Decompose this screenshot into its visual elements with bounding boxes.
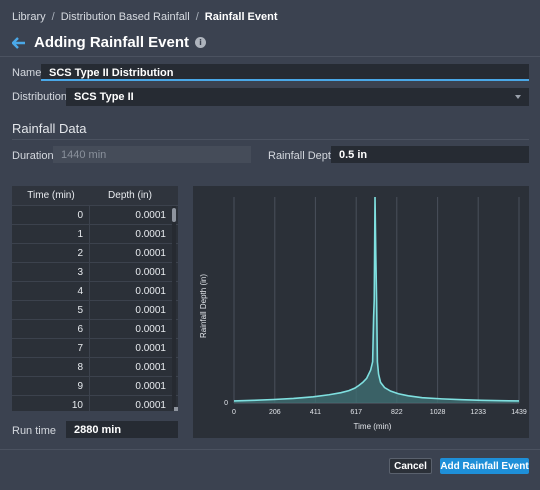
rainfall-chart: 0 206 411 617 822 1028 1233 1439 0 Time (min) Rain… (193, 186, 529, 438)
cell-time[interactable]: 0 (12, 206, 90, 224)
distribution-select[interactable]: SCS Type II (66, 88, 529, 106)
x-tick-label: 411 (310, 409, 321, 416)
cancel-button[interactable]: Cancel (389, 458, 432, 474)
page-header: Adding Rainfall Event i (12, 34, 207, 51)
x-tick-label: 0 (232, 409, 236, 416)
duration-field: 1440 min (53, 146, 251, 163)
table-row[interactable]: 8 0.0001 (12, 357, 178, 376)
breadcrumb-distribution-rainfall[interactable]: Distribution Based Rainfall (60, 11, 190, 23)
distribution-label: Distribution (12, 91, 68, 103)
x-tick-label: 1233 (470, 409, 486, 416)
x-axis-label: Time (min) (354, 422, 392, 431)
cell-time[interactable]: 9 (12, 377, 90, 395)
x-tick-label: 822 (391, 409, 403, 416)
cell-depth[interactable]: 0.0001 (135, 228, 166, 240)
x-tick-label: 1028 (430, 409, 446, 416)
duration-label: Duration (12, 150, 54, 162)
rainfall-data-title: Rainfall Data (12, 121, 87, 136)
breadcrumb-library[interactable]: Library (12, 11, 46, 23)
name-label: Name (12, 67, 42, 79)
table-row[interactable]: 2 0.0001 (12, 243, 178, 262)
table-row[interactable]: 6 0.0001 (12, 319, 178, 338)
cell-time[interactable]: 8 (12, 358, 90, 376)
cell-time[interactable]: 1 (12, 225, 90, 243)
add-rainfall-event-button[interactable]: Add Rainfall Event (440, 458, 529, 474)
name-input[interactable]: SCS Type II Distribution (41, 64, 529, 81)
y-axis-label: Rainfall Depth (in) (199, 274, 208, 338)
table-body: 0 0.0001 1 0.0001 2 0.0001 3 0.0001 4 0.0001 5 0.00… (12, 205, 178, 411)
back-arrow-icon[interactable] (12, 36, 26, 49)
cell-time[interactable]: 2 (12, 244, 90, 262)
rainfall-table: Time (min) Depth (in) 0 0.0001 1 0.0001 2 0.0… (12, 186, 178, 411)
cell-depth[interactable]: 0.0001 (135, 247, 166, 259)
cell-time[interactable]: 7 (12, 339, 90, 357)
table-scrollbar[interactable] (172, 206, 176, 409)
name-input-focus-bar (41, 79, 529, 81)
rainfall-depth-input[interactable]: 0.5 in (331, 146, 529, 163)
table-row[interactable]: 5 0.0001 (12, 300, 178, 319)
cell-depth[interactable]: 0.0001 (135, 399, 166, 411)
series-line (233, 196, 520, 402)
info-icon[interactable]: i (195, 37, 207, 48)
x-tick-label: 1439 (511, 409, 527, 416)
cell-depth[interactable]: 0.0001 (135, 304, 166, 316)
cell-time[interactable]: 4 (12, 282, 90, 300)
page-title: Adding Rainfall Event (34, 34, 190, 51)
table-scroll-thumb[interactable] (172, 208, 176, 222)
table-row[interactable]: 4 0.0001 (12, 281, 178, 300)
rainfall-depth-label: Rainfall Depth (268, 150, 338, 162)
run-time-input[interactable]: 2880 min (66, 421, 178, 438)
cell-depth[interactable]: 0.0001 (135, 209, 166, 221)
cell-depth[interactable]: 0.0001 (135, 342, 166, 354)
table-row[interactable]: 9 0.0001 (12, 376, 178, 395)
section-divider (12, 139, 529, 140)
header-divider (0, 56, 540, 57)
resize-handle[interactable] (174, 407, 178, 411)
footer-divider (0, 449, 540, 450)
cell-depth[interactable]: 0.0001 (135, 361, 166, 373)
rainfall-chart-svg: 0 206 411 617 822 1028 1233 1439 0 Time (min) Rain… (199, 196, 527, 431)
cell-depth[interactable]: 0.0001 (135, 266, 166, 278)
cell-depth[interactable]: 0.0001 (135, 380, 166, 392)
cell-time[interactable]: 5 (12, 301, 90, 319)
table-row[interactable]: 10 0.0001 (12, 395, 178, 411)
breadcrumb: Library / Distribution Based Rainfall / Rain… (12, 11, 278, 23)
breadcrumb-separator: / (195, 11, 199, 23)
run-time-label: Run time (12, 425, 57, 437)
column-header-depth: Depth (in) (108, 190, 152, 201)
table-row[interactable]: 3 0.0001 (12, 262, 178, 281)
table-row[interactable]: 7 0.0001 (12, 338, 178, 357)
cell-depth[interactable]: 0.0001 (135, 323, 166, 335)
x-tick-label: 617 (350, 409, 362, 416)
table-header: Time (min) Depth (in) (12, 186, 178, 205)
cell-time[interactable]: 6 (12, 320, 90, 338)
cell-time[interactable]: 10 (12, 396, 90, 411)
table-row[interactable]: 1 0.0001 (12, 224, 178, 243)
column-header-time: Time (min) (27, 190, 75, 201)
chevron-down-icon (515, 95, 521, 99)
cell-depth[interactable]: 0.0001 (135, 285, 166, 297)
breadcrumb-separator: / (51, 11, 55, 23)
y-tick-label: 0 (224, 400, 228, 407)
x-tick-label: 206 (269, 409, 281, 416)
cell-time[interactable]: 3 (12, 263, 90, 281)
breadcrumb-current: Rainfall Event (204, 11, 278, 23)
table-row[interactable]: 0 0.0001 (12, 205, 178, 224)
distribution-selected-value: SCS Type II (74, 91, 134, 103)
